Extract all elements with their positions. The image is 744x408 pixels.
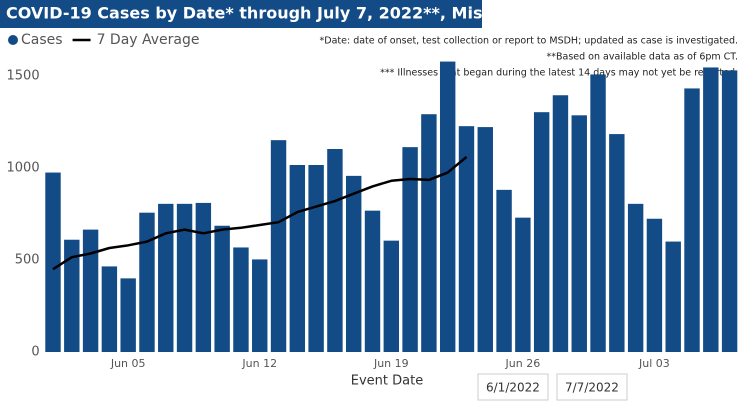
y-tick-label: 1500 bbox=[7, 68, 40, 83]
bar bbox=[327, 148, 343, 352]
bar bbox=[139, 212, 155, 352]
bar bbox=[421, 114, 437, 352]
bar bbox=[515, 217, 531, 352]
chart-title: COVID-19 Cases by Date* through July 7, … bbox=[6, 4, 550, 23]
bar bbox=[252, 259, 268, 352]
bar bbox=[82, 229, 99, 352]
note: **Based on available data as of 6pm CT. bbox=[547, 52, 739, 63]
bar bbox=[64, 239, 80, 352]
bar bbox=[195, 202, 212, 352]
slicer-end[interactable]: 7/7/2022 bbox=[565, 381, 619, 395]
title-bar bbox=[0, 0, 482, 28]
bar bbox=[270, 140, 287, 352]
bar bbox=[364, 210, 381, 352]
bar bbox=[646, 218, 663, 352]
x-tick-label: Jun 19 bbox=[373, 357, 409, 370]
note: *** Illnesses that began during the late… bbox=[380, 68, 738, 79]
bar bbox=[158, 203, 174, 352]
bar bbox=[383, 240, 400, 352]
slicer-start[interactable]: 6/1/2022 bbox=[486, 381, 540, 395]
slicer-end-box[interactable] bbox=[556, 373, 628, 401]
bar bbox=[552, 95, 569, 353]
bar bbox=[496, 189, 512, 352]
legend-label: Cases bbox=[21, 32, 63, 48]
bar bbox=[721, 70, 738, 352]
bar bbox=[308, 165, 324, 352]
slicer-start-box[interactable] bbox=[477, 373, 549, 401]
legend-marker bbox=[8, 35, 18, 45]
bar bbox=[45, 172, 61, 352]
bar bbox=[233, 247, 249, 352]
bar bbox=[477, 127, 493, 352]
average-line bbox=[52, 155, 468, 271]
x-tick-label: Jun 26 bbox=[505, 357, 541, 370]
bar bbox=[176, 203, 193, 352]
x-tick-label: Jun 05 bbox=[110, 357, 146, 370]
bar bbox=[402, 147, 418, 352]
bar bbox=[571, 115, 587, 352]
x-axis-title: Event Date bbox=[351, 374, 423, 389]
x-tick-label: Jun 12 bbox=[241, 357, 277, 370]
bar bbox=[684, 88, 700, 353]
bar bbox=[609, 134, 625, 352]
bar bbox=[703, 67, 719, 353]
bar bbox=[289, 165, 306, 352]
bar bbox=[439, 61, 456, 352]
legend-label: 7 Day Average bbox=[97, 32, 200, 48]
bar bbox=[101, 266, 118, 352]
y-tick-label: 1000 bbox=[7, 160, 40, 175]
x-tick-label: Jul 03 bbox=[638, 357, 670, 370]
y-tick-label: 500 bbox=[15, 252, 40, 267]
bar bbox=[533, 112, 550, 352]
bar bbox=[590, 74, 606, 353]
bar bbox=[120, 278, 136, 352]
bar bbox=[458, 126, 475, 352]
bar bbox=[346, 175, 362, 352]
bar bbox=[665, 241, 681, 352]
note: *Date: date of onset, test collection or… bbox=[320, 36, 738, 47]
bar bbox=[627, 203, 644, 352]
y-tick-label: 0 bbox=[31, 345, 39, 360]
bar bbox=[214, 225, 230, 352]
